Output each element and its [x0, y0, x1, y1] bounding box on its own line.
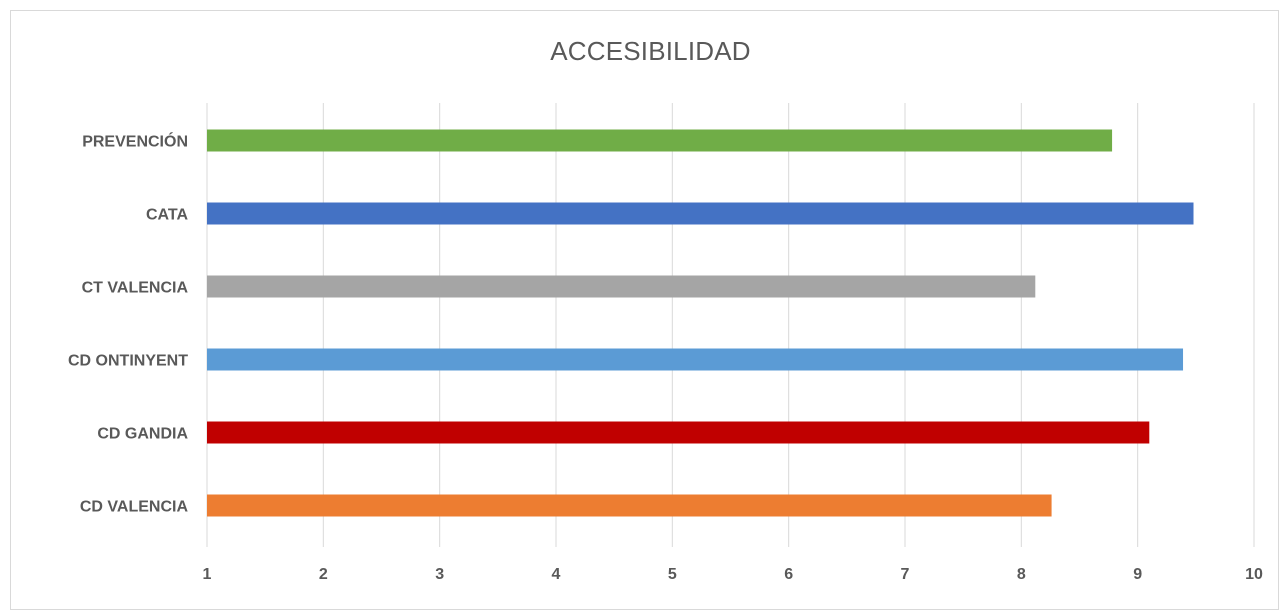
- category-labels: PREVENCIÓN CATA CT VALENCIA CD ONTINYENT CD …: [68, 132, 188, 516]
- x-tick-label: 3: [435, 566, 444, 583]
- x-tick-label: 4: [552, 566, 561, 583]
- bar-cd-gandia: [207, 421, 1150, 444]
- x-tick-label: 8: [1017, 566, 1026, 583]
- x-tick-label: 1: [203, 566, 212, 583]
- category-label: PREVENCIÓN: [82, 132, 188, 151]
- x-axis-tick-labels: 1 2 3 4 5 6 7 8 9 10: [203, 566, 1263, 583]
- x-tick-label: 6: [784, 566, 793, 583]
- bar-cd-ontinyent: [207, 348, 1184, 371]
- category-label: CD GANDIA: [97, 426, 188, 443]
- category-label: CD VALENCIA: [80, 499, 189, 516]
- category-label: CD ONTINYENT: [68, 353, 188, 370]
- category-label: CATA: [146, 207, 189, 224]
- bars: [207, 129, 1194, 517]
- bar-chart: PREVENCIÓN CATA CT VALENCIA CD ONTINYENT CD …: [68, 103, 1263, 583]
- x-tick-label: 2: [319, 566, 328, 583]
- chart-title: ACCESIBILIDAD: [550, 36, 751, 66]
- bar-prevención: [207, 129, 1113, 152]
- gridlines: [206, 103, 1255, 547]
- bar-cata: [207, 202, 1194, 225]
- bar-ct-valencia: [207, 275, 1036, 298]
- x-tick-label: 9: [1133, 566, 1142, 583]
- x-tick-label: 7: [901, 566, 910, 583]
- bar-cd-valencia: [207, 494, 1052, 517]
- x-tick-label: 10: [1245, 566, 1263, 583]
- category-label: CT VALENCIA: [82, 280, 189, 297]
- x-tick-label: 5: [668, 566, 677, 583]
